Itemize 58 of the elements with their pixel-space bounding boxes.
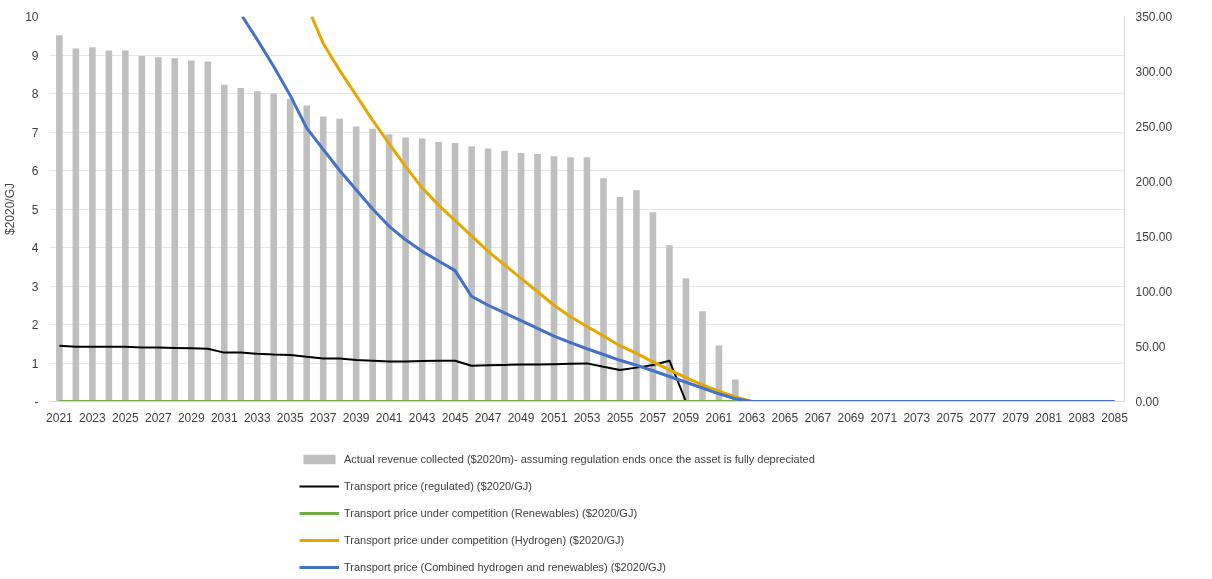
x-tick-label: 2079 bbox=[1002, 410, 1030, 425]
x-tick-label: 2029 bbox=[177, 410, 205, 425]
x-tick-label: 2043 bbox=[408, 410, 436, 425]
y-tick-label: 3 bbox=[31, 279, 39, 294]
y2-tick-label: 300.00 bbox=[1135, 65, 1173, 79]
x-tick-label: 2027 bbox=[144, 410, 172, 425]
x-tick-label: 2041 bbox=[375, 410, 403, 425]
x-tick-label: 2021 bbox=[46, 410, 74, 425]
x-tick-label: 2085 bbox=[1101, 410, 1129, 425]
y2-tick-label: 0.00 bbox=[1135, 395, 1160, 409]
x-tick-label: 2045 bbox=[441, 410, 469, 425]
legend-label: Transport price (regulated) ($2020/GJ) bbox=[344, 479, 532, 493]
y2-tick-label: 50.00 bbox=[1135, 340, 1166, 354]
x-tick-label: 2083 bbox=[1068, 410, 1096, 425]
legend-label: Actual revenue collected ($2020m)- assuming regulation ends once the asset is fully depreciated bbox=[344, 452, 815, 466]
y2-tick-label: 250.00 bbox=[1135, 120, 1173, 134]
x-tick-label: 2055 bbox=[606, 410, 634, 425]
x-tick-label: 2081 bbox=[1035, 410, 1063, 425]
x-tick-label: 2063 bbox=[738, 410, 766, 425]
y-tick-label: 4 bbox=[31, 241, 39, 255]
x-tick-label: 2049 bbox=[507, 410, 535, 425]
x-tick-label: 2057 bbox=[639, 410, 667, 425]
y2-tick-label: 150.00 bbox=[1135, 230, 1173, 244]
x-tick-label: 2077 bbox=[969, 410, 997, 425]
x-tick-label: 2025 bbox=[112, 410, 140, 425]
x-tick-label: 2023 bbox=[79, 410, 107, 425]
x-tick-label: 2071 bbox=[870, 410, 898, 425]
x-tick-label: 2053 bbox=[573, 410, 601, 425]
legend-label: Transport price under competition (Hydrogen) ($2020/GJ) bbox=[344, 533, 625, 547]
x-tick-label: 2067 bbox=[804, 410, 832, 425]
x-tick-label: 2039 bbox=[342, 410, 370, 425]
y-tick-label: 6 bbox=[31, 164, 39, 178]
legend-label: Transport price (Combined hydrogen and renewables) ($2020/GJ) bbox=[344, 560, 666, 574]
x-tick-label: 2073 bbox=[903, 410, 931, 425]
x-tick-label: 2047 bbox=[474, 410, 502, 425]
legend-label: Transport price under competition (Renewables) ($2020/GJ) bbox=[344, 506, 638, 520]
x-tick-label: 2031 bbox=[210, 410, 238, 425]
x-tick-label: 2061 bbox=[705, 410, 733, 425]
x-tick-label: 2033 bbox=[243, 410, 271, 425]
y2-tick-label: 350.00 bbox=[1135, 10, 1173, 24]
y-tick-label: 1 bbox=[31, 356, 39, 371]
y-tick-label: 10 bbox=[25, 10, 39, 24]
x-tick-label: 2059 bbox=[672, 410, 700, 425]
x-tick-label: 2069 bbox=[837, 410, 865, 425]
y-tick-label: 8 bbox=[31, 87, 39, 101]
x-tick-label: 2037 bbox=[309, 410, 337, 425]
y-tick-label: 9 bbox=[31, 48, 39, 63]
x-tick-label: 2065 bbox=[771, 410, 799, 425]
x-tick-label: 2075 bbox=[936, 410, 964, 425]
y2-tick-label: 100.00 bbox=[1135, 285, 1173, 299]
x-tick-label: 2035 bbox=[276, 410, 304, 425]
y-tick-label: 5 bbox=[31, 202, 39, 217]
y2-tick-label: 200.00 bbox=[1135, 175, 1173, 189]
y-tick-label: 2 bbox=[31, 318, 39, 332]
y-tick-label: - bbox=[34, 395, 39, 409]
y-axis-title: $2020/GJ bbox=[3, 182, 18, 236]
x-tick-label: 2051 bbox=[540, 410, 568, 425]
y-tick-label: 7 bbox=[31, 125, 39, 140]
